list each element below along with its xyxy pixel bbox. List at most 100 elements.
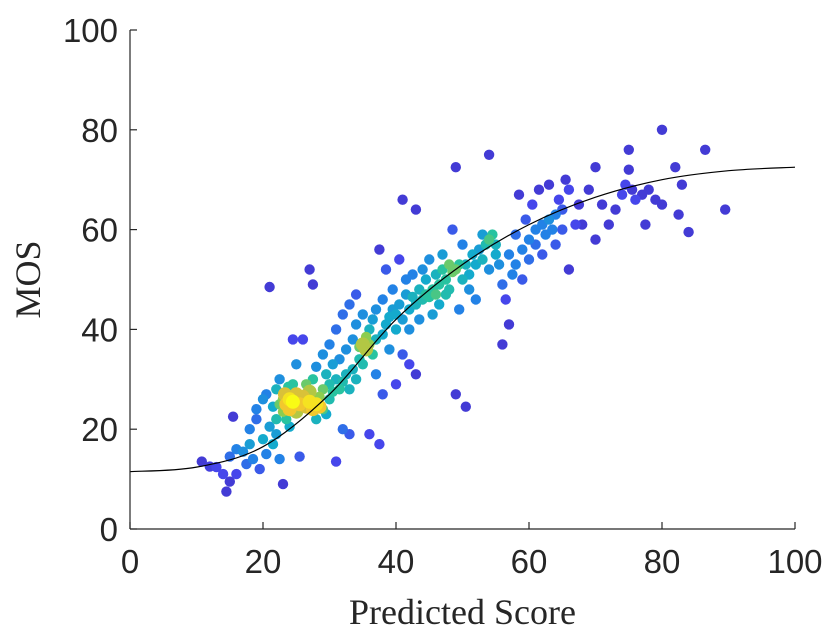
data-point (271, 414, 282, 425)
data-point (547, 224, 558, 235)
data-point (483, 264, 495, 275)
data-point (321, 369, 332, 380)
data-point (397, 194, 408, 205)
data-point (224, 476, 235, 487)
x-tick-label: 80 (644, 543, 681, 580)
data-point (643, 184, 654, 195)
data-point (350, 374, 362, 385)
data-point (227, 411, 239, 422)
data-point (330, 456, 342, 467)
data-point (507, 269, 518, 280)
data-point (264, 281, 275, 293)
data-point (493, 259, 505, 270)
data-point (374, 244, 385, 255)
data-point (217, 468, 229, 480)
data-point (380, 264, 392, 275)
data-point (553, 194, 565, 205)
data-point (450, 389, 461, 400)
data-point (420, 274, 432, 285)
tick-marks (129, 29, 796, 530)
data-point (563, 184, 575, 195)
data-point (510, 229, 521, 240)
data-point (673, 209, 684, 220)
data-point (294, 451, 305, 462)
y-axis-title: MOS (8, 240, 48, 318)
data-point (357, 309, 368, 320)
data-point (467, 249, 478, 260)
data-point (583, 184, 594, 195)
data-point (543, 179, 555, 190)
data-point (327, 359, 338, 370)
data-point (414, 314, 425, 325)
data-point (410, 369, 422, 380)
data-point (291, 359, 302, 370)
data-point (394, 254, 405, 265)
data-point (285, 394, 300, 409)
data-point (563, 264, 575, 275)
data-point (251, 404, 262, 415)
data-point (254, 463, 265, 475)
data-point (231, 468, 242, 480)
data-point (656, 199, 668, 210)
data-point (430, 289, 442, 300)
data-point (404, 324, 415, 335)
data-point (543, 214, 555, 225)
data-point (244, 439, 255, 450)
data-point (437, 249, 448, 260)
data-point (357, 359, 368, 370)
data-point (311, 414, 322, 425)
tick-labels: 0 20 40 60 80 100 0 20 40 60 80 100 (63, 12, 823, 580)
data-point (477, 254, 488, 265)
data-point (287, 379, 299, 390)
data-point (244, 424, 255, 435)
data-point (464, 284, 475, 295)
data-point (367, 314, 378, 325)
data-point (384, 344, 395, 355)
data-point (533, 184, 545, 195)
data-point (510, 259, 521, 270)
data-point (720, 204, 731, 215)
data-point (344, 299, 355, 310)
data-point (513, 189, 525, 200)
data-point (527, 199, 538, 210)
data-point (370, 304, 382, 315)
data-point (274, 453, 285, 465)
data-point (377, 389, 388, 400)
data-point (537, 249, 548, 260)
y-tick-label: 60 (81, 212, 118, 249)
data-point (457, 239, 468, 250)
data-point (610, 204, 621, 215)
data-point (523, 254, 535, 265)
y-tick-label: 20 (81, 411, 118, 448)
data-point (560, 174, 571, 185)
data-point (364, 429, 375, 440)
data-points (196, 124, 731, 497)
data-point (447, 224, 458, 235)
data-point (590, 234, 601, 245)
data-point (503, 249, 515, 260)
data-point (444, 284, 455, 295)
data-point (347, 334, 358, 345)
data-point (517, 244, 528, 255)
data-point (557, 224, 568, 235)
data-point (309, 397, 324, 412)
data-point (324, 339, 335, 350)
data-point (267, 439, 279, 450)
data-point (483, 149, 495, 160)
axes (129, 30, 795, 530)
y-tick-label: 0 (100, 511, 118, 548)
data-point (570, 219, 581, 230)
data-point (274, 374, 285, 385)
data-point (257, 394, 269, 405)
data-point (370, 369, 382, 380)
data-point (404, 359, 415, 370)
data-point (196, 456, 207, 467)
data-point (350, 319, 362, 330)
data-point (390, 324, 402, 335)
data-point (596, 199, 608, 210)
data-point (457, 274, 468, 285)
data-point (520, 214, 531, 225)
data-point (247, 453, 259, 465)
